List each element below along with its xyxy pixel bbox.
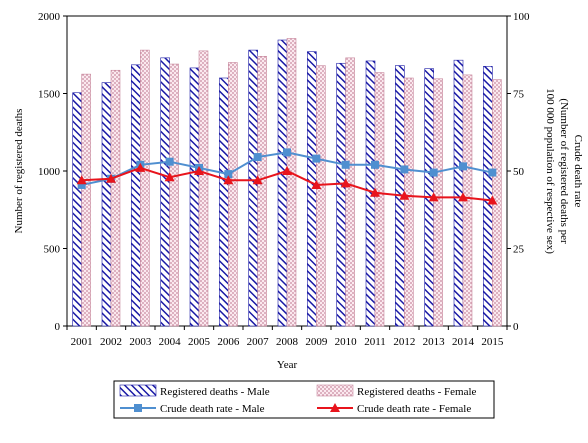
bar-female bbox=[228, 62, 238, 327]
bar-male bbox=[219, 77, 229, 327]
y-axis-title-left: Number of registered deaths bbox=[13, 109, 25, 234]
point-female bbox=[487, 195, 498, 205]
x-tick-label: 2012 bbox=[393, 336, 415, 348]
point-female bbox=[252, 175, 263, 185]
y-axis-title-right-line: 100 000 population of respective sex) bbox=[544, 88, 556, 254]
legend: Registered deaths - Male Registered death… bbox=[113, 380, 495, 419]
legend-marker bbox=[134, 404, 142, 412]
x-tick-label: 2007 bbox=[247, 336, 270, 348]
y-axis-title-right-line: (Number of registered deaths per bbox=[558, 98, 570, 244]
axes-group: 0 500 1000 1500 2000 0 25 50 75 100 2001 2002 2003 20… bbox=[38, 11, 530, 348]
point-female bbox=[135, 162, 146, 172]
y-tick-label-right: 50 bbox=[513, 166, 525, 178]
legend-label: Crude death rate - Male bbox=[160, 403, 265, 415]
legend-box bbox=[113, 380, 495, 419]
point-male bbox=[400, 165, 409, 174]
point-male bbox=[224, 170, 233, 179]
legend-swatch bbox=[119, 384, 157, 397]
bars-group bbox=[72, 38, 502, 327]
bar-female bbox=[404, 77, 414, 327]
bar-female bbox=[198, 50, 209, 327]
point-male bbox=[459, 162, 467, 171]
point-female bbox=[194, 166, 204, 175]
y-tick-label-right: 0 bbox=[513, 321, 519, 333]
x-tick-label: 2011 bbox=[364, 336, 386, 348]
point-female bbox=[370, 187, 380, 197]
bar-female bbox=[257, 55, 267, 327]
bar-male bbox=[277, 39, 288, 327]
point-female bbox=[399, 190, 410, 200]
point-male bbox=[429, 168, 438, 177]
point-male bbox=[283, 148, 291, 157]
legend-label: Crude death rate - Female bbox=[357, 403, 471, 415]
point-female bbox=[106, 173, 116, 183]
point-female bbox=[428, 192, 439, 202]
bar-female bbox=[374, 72, 385, 327]
x-tick-label: 2010 bbox=[335, 336, 358, 348]
y-tick-label-left: 2000 bbox=[38, 11, 61, 23]
bar-male bbox=[336, 62, 346, 327]
x-tick-label: 2014 bbox=[452, 336, 475, 348]
bar-male bbox=[131, 64, 141, 327]
x-tick-label: 2004 bbox=[159, 336, 182, 348]
x-tick-label: 2006 bbox=[217, 336, 240, 348]
y-axis-title-right: Crude death rate(Number of registered de… bbox=[544, 88, 584, 254]
point-male bbox=[371, 160, 379, 169]
y-tick-label-right: 100 bbox=[513, 11, 530, 23]
legend-label: Registered deaths - Female bbox=[357, 386, 477, 398]
point-male bbox=[165, 157, 174, 166]
y-tick-label-left: 1500 bbox=[38, 89, 61, 101]
bar-female bbox=[316, 65, 326, 327]
point-female bbox=[311, 179, 322, 189]
point-female bbox=[223, 175, 234, 185]
x-tick-label: 2005 bbox=[188, 336, 211, 348]
point-female bbox=[164, 172, 175, 182]
point-female bbox=[282, 166, 292, 175]
point-male bbox=[253, 153, 262, 162]
x-tick-label: 2008 bbox=[276, 336, 299, 348]
bar-male bbox=[72, 92, 82, 327]
bar-male bbox=[453, 59, 464, 327]
point-female bbox=[458, 192, 468, 202]
bar-male bbox=[483, 66, 493, 327]
y-tick-label-left: 0 bbox=[55, 321, 61, 333]
lines-group bbox=[76, 148, 498, 205]
bar-female bbox=[433, 78, 443, 327]
bar-male bbox=[160, 57, 170, 327]
y-tick-label-left: 1000 bbox=[38, 166, 61, 178]
x-tick-label: 2003 bbox=[129, 336, 152, 348]
y-tick-label-left: 500 bbox=[44, 244, 61, 256]
y-tick-label-right: 75 bbox=[513, 89, 525, 101]
x-tick-label: 2002 bbox=[100, 336, 122, 348]
x-tick-label: 2013 bbox=[423, 336, 446, 348]
y-tick-label-right: 25 bbox=[513, 244, 525, 256]
bar-female bbox=[140, 49, 150, 327]
x-tick-label: 2001 bbox=[71, 336, 93, 348]
legend-label: Registered deaths - Male bbox=[160, 386, 270, 398]
bar-male bbox=[189, 67, 200, 327]
point-male bbox=[341, 160, 350, 169]
point-female bbox=[340, 178, 351, 188]
x-tick-label: 2009 bbox=[305, 336, 328, 348]
point-male bbox=[488, 168, 497, 177]
x-axis-title: Year bbox=[277, 359, 298, 371]
bar-female bbox=[286, 38, 297, 327]
point-male bbox=[312, 154, 321, 163]
bar-female bbox=[110, 69, 121, 327]
legend-marker bbox=[330, 403, 340, 412]
bar-female bbox=[345, 57, 355, 327]
point-male bbox=[77, 180, 86, 189]
bar-female bbox=[81, 73, 91, 327]
legend-swatch bbox=[316, 384, 354, 397]
bar-female bbox=[169, 63, 179, 327]
y-axis-title-right-line: Crude death rate bbox=[572, 135, 584, 208]
x-tick-label: 2015 bbox=[481, 336, 504, 348]
bar-male bbox=[101, 82, 112, 327]
bar-male bbox=[248, 49, 258, 327]
point-female bbox=[76, 175, 87, 185]
